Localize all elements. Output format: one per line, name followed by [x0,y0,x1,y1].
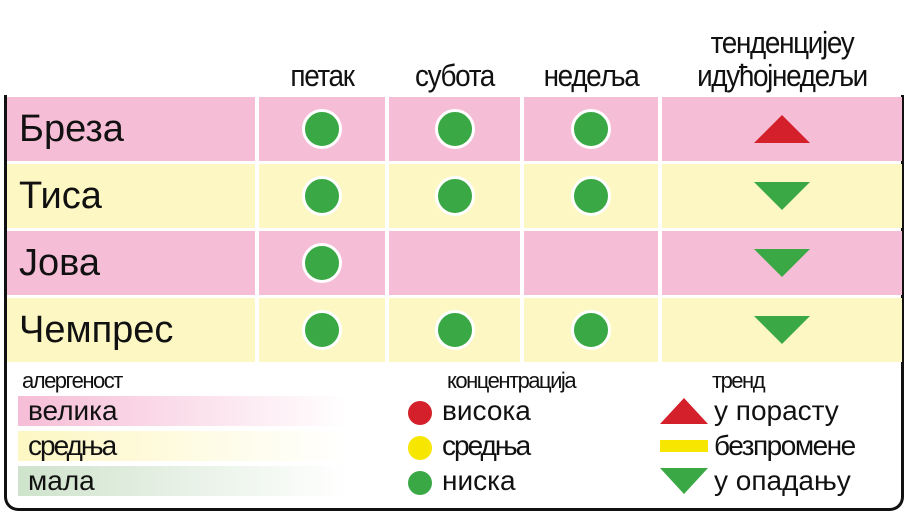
legend-bar-medium [18,431,348,461]
day-cell [524,231,658,295]
triangle-down-icon [660,468,708,494]
legend-label: висока [442,395,531,426]
legend-concentration-high: висока [408,394,531,428]
plant-name: Јова [7,231,255,295]
green-dot-icon [302,109,342,149]
yellow-dot-icon [408,435,432,460]
legend-label: безпромене [714,430,856,461]
legend-label: средња [442,430,531,461]
plant-name: Бреза [7,97,255,161]
column-label: недеља [543,58,640,93]
header-subota: субота [396,0,514,92]
triangle-down-icon [754,182,810,210]
legend-label: у опадању [714,465,851,496]
day-cell [524,298,658,362]
day-cell [259,298,385,362]
triangle-up-icon [754,115,810,143]
legend-concentration-title: концентрација [447,368,577,393]
legend-allergenicity-low: мала [28,465,95,496]
green-dot-icon [302,243,342,283]
plant-name: Чемпрес [7,298,255,362]
legend-bar-low [18,466,348,496]
legend-allergenicity-title: алергеност [22,368,123,393]
legend-allergenicity-high: велика [28,395,118,426]
header-nedelja: недеља [531,0,652,92]
column-label: субота [414,58,495,93]
plant-name-label: Тиса [19,174,102,217]
green-dot-icon [571,176,611,216]
plant-name: Тиса [7,164,255,228]
plant-name-label: Бреза [19,107,124,150]
legend-allergenicity-medium: средња [28,430,117,461]
trend-cell [662,164,902,228]
day-cell [259,164,385,228]
table-row: Тиса [7,164,902,228]
triangle-up-icon [660,398,708,424]
green-dot-icon [434,310,475,350]
legend-label: ниска [442,465,516,496]
plant-name-label: Чемпрес [19,308,174,351]
day-cell [389,97,520,161]
header-petak: петак [265,0,378,92]
day-cell [389,164,520,228]
column-label: петак [290,58,354,93]
green-dot-icon [571,109,611,149]
green-dot-icon [302,176,342,216]
legend-trend-title: тренд [712,368,766,393]
green-dot-icon [408,470,432,495]
legend-bar-high [18,396,348,426]
green-dot-icon [434,109,475,149]
day-cell [524,164,658,228]
green-dot-icon [302,310,342,350]
day-cell [389,298,520,362]
plant-name-label: Јова [19,241,101,284]
table-row: Јова [7,231,902,295]
legend-trend-down: у опадању [660,464,851,498]
day-cell [389,231,520,295]
legend-trend-up: у порасту [660,394,839,428]
legend-trend-same: безпромене [660,429,856,463]
table-row: Бреза [7,97,902,161]
trend-cell [662,231,902,295]
table-frame [4,95,904,511]
trend-cell [662,97,902,161]
dash-icon [660,440,708,452]
legend-concentration-low: ниска [408,464,516,498]
header-trend: тенденцијеу идућојнедељи [674,0,890,92]
day-cell [259,231,385,295]
column-label: тенденцијеу идућојнедељи [697,25,868,93]
table-row: Чемпрес [7,298,902,362]
green-dot-icon [434,176,475,216]
day-cell [524,97,658,161]
day-cell [259,97,385,161]
legend-label: у порасту [714,395,839,426]
legend-concentration-medium: средња [408,429,531,463]
red-dot-icon [408,400,432,425]
trend-cell [662,298,902,362]
green-dot-icon [571,310,611,350]
triangle-down-icon [754,249,810,277]
triangle-down-icon [754,316,810,344]
